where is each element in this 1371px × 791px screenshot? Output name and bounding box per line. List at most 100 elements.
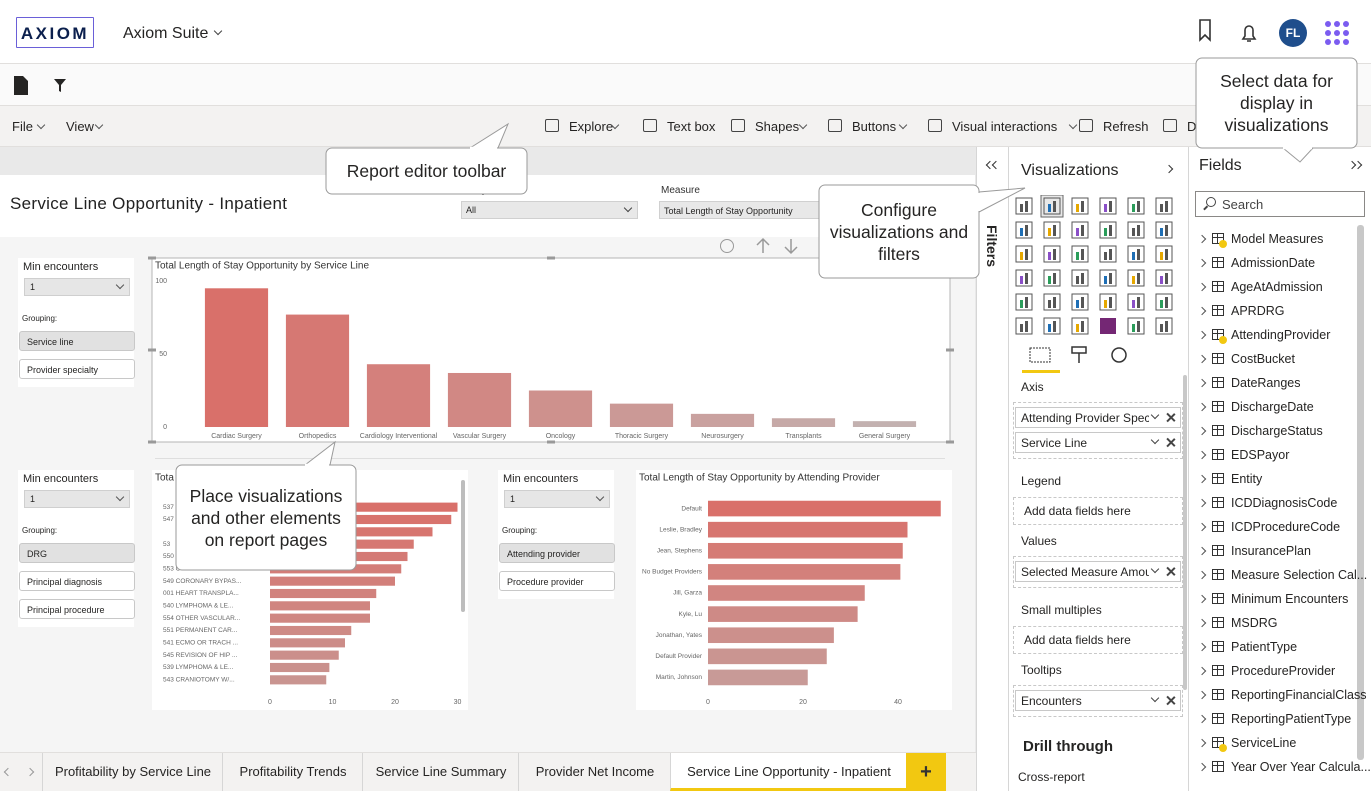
slicer-label: Min encounters [23,261,98,274]
dropdown-value: All [466,205,476,215]
tool-icon [643,119,657,132]
table-icon [1212,665,1224,676]
setting-label: Cross-report [1018,771,1085,785]
grouping-button[interactable]: Procedure provider [499,571,615,591]
dropdown-value: 1 [30,282,35,292]
menu-item[interactable]: File [12,120,33,135]
field-name: Attending Provider Spec [1021,412,1149,426]
grouping-button[interactable]: Attending provider [499,543,615,563]
well-label: Axis [1021,381,1044,395]
tab-label: Service Line Summary [363,765,519,780]
entity-dropdown[interactable]: All [461,201,638,219]
drop-placeholder: Add data fields here [1024,505,1131,519]
tool-button[interactable]: Buttons [852,120,896,135]
field-name: Encounters [1021,695,1149,709]
field-item[interactable]: Model Measures [1231,232,1323,246]
field-item[interactable]: EDSPayor [1231,448,1289,462]
tool-icon [731,119,745,132]
grouping-button[interactable]: Principal procedure [19,599,135,619]
button-label: Principal diagnosis [27,577,102,587]
field-item[interactable]: InsurancePlan [1231,544,1311,558]
measure-dropdown[interactable]: Total Length of Stay Opportunity [659,201,821,219]
tool-button[interactable]: D [1187,120,1196,135]
search-box[interactable]: Search [1195,191,1365,217]
grouping-button[interactable]: Service line [19,331,135,351]
table-icon [1212,689,1224,700]
field-item[interactable]: Measure Selection Cal... [1231,568,1367,582]
table-icon [1212,569,1224,580]
slicer-label: Min encounters [23,473,98,486]
add-page-button[interactable]: + [906,753,946,791]
suite-name[interactable]: Axiom Suite [123,25,208,43]
grouping-button[interactable]: Principal diagnosis [19,571,135,591]
field-name: Service Line [1021,437,1149,451]
grouping-button[interactable]: DRG [19,543,135,563]
dropdown-value: Total Length of Stay Opportunity [664,206,793,216]
field-item[interactable]: Entity [1231,472,1262,486]
remove-icon[interactable] [1165,566,1176,577]
field-item[interactable]: ICDDiagnosisCode [1231,496,1337,510]
tab-label: Service Line Opportunity - Inpatient [671,765,907,780]
field-item[interactable]: AgeAtAdmission [1231,280,1323,294]
pane-title: Visualizations [1021,162,1119,180]
field-item[interactable]: Year Over Year Calcula... [1231,760,1371,774]
tool-icon [545,119,559,132]
remove-icon[interactable] [1165,695,1176,706]
field-item[interactable]: MSDRG [1231,616,1278,630]
tool-icon [1163,119,1177,132]
field-item[interactable]: ReportingPatientType [1231,712,1351,726]
tool-button[interactable]: Visual interactions [952,120,1057,135]
page-tab[interactable]: Service Line Opportunity - Inpatient [670,753,906,791]
table-icon [1212,521,1224,532]
page-tab[interactable]: Profitability by Service Line [42,753,222,791]
well-label: Legend [1021,475,1061,489]
dropdown-value: 1 [510,494,515,504]
field-item[interactable]: CostBucket [1231,352,1295,366]
section-title: Drill through [1023,738,1113,755]
page-tab[interactable]: Profitability Trends [222,753,362,791]
field-item[interactable]: ProcedureProvider [1231,664,1335,678]
grouping-button[interactable]: Provider specialty [19,359,135,379]
remove-icon[interactable] [1165,412,1176,423]
field-item[interactable]: ReportingFinancialClass [1231,688,1366,702]
table-icon [1212,449,1224,460]
field-item[interactable]: APRDRG [1231,304,1284,318]
page-tab[interactable]: Provider Net Income [518,753,670,791]
active-tab-underline [1022,370,1060,373]
slicer-dropdown[interactable]: 1 [24,278,130,296]
field-item[interactable]: AdmissionDate [1231,256,1315,270]
slicer-dropdown[interactable]: 1 [24,490,130,508]
table-icon [1212,713,1224,724]
field-item[interactable]: AttendingProvider [1231,328,1330,342]
filters-tab[interactable]: Filters [984,225,1000,267]
field-item[interactable]: DischargeDate [1231,400,1314,414]
table-icon [1212,761,1224,772]
table-icon [1212,545,1224,556]
remove-icon[interactable] [1165,437,1176,448]
table-icon [1212,305,1224,316]
field-item[interactable]: PatientType [1231,640,1297,654]
page-tab[interactable]: Service Line Summary [362,753,518,791]
tool-button[interactable]: Shapes [755,120,799,135]
report-title: Service Line Opportunity - Inpatient [10,194,287,214]
table-icon [1212,401,1224,412]
grouping-label: Grouping: [502,526,537,535]
table-icon [1212,617,1224,628]
field-item[interactable]: DischargeStatus [1231,424,1323,438]
divider-line [155,458,945,459]
button-label: Attending provider [507,549,580,559]
tool-button[interactable]: Text box [667,120,715,135]
tool-icon [828,119,842,132]
menu-item[interactable]: View [66,120,94,135]
field-item[interactable]: Minimum Encounters [1231,592,1348,606]
tool-button[interactable]: Explore [569,120,613,135]
table-icon [1212,377,1224,388]
tool-button[interactable]: Refresh [1103,120,1149,135]
slicer-dropdown[interactable]: 1 [504,490,610,508]
field-item[interactable]: DateRanges [1231,376,1301,390]
checked-badge [1219,240,1227,248]
well-label: Values [1021,535,1057,549]
field-item[interactable]: ICDProcedureCode [1231,520,1340,534]
field-item[interactable]: ServiceLine [1231,736,1296,750]
